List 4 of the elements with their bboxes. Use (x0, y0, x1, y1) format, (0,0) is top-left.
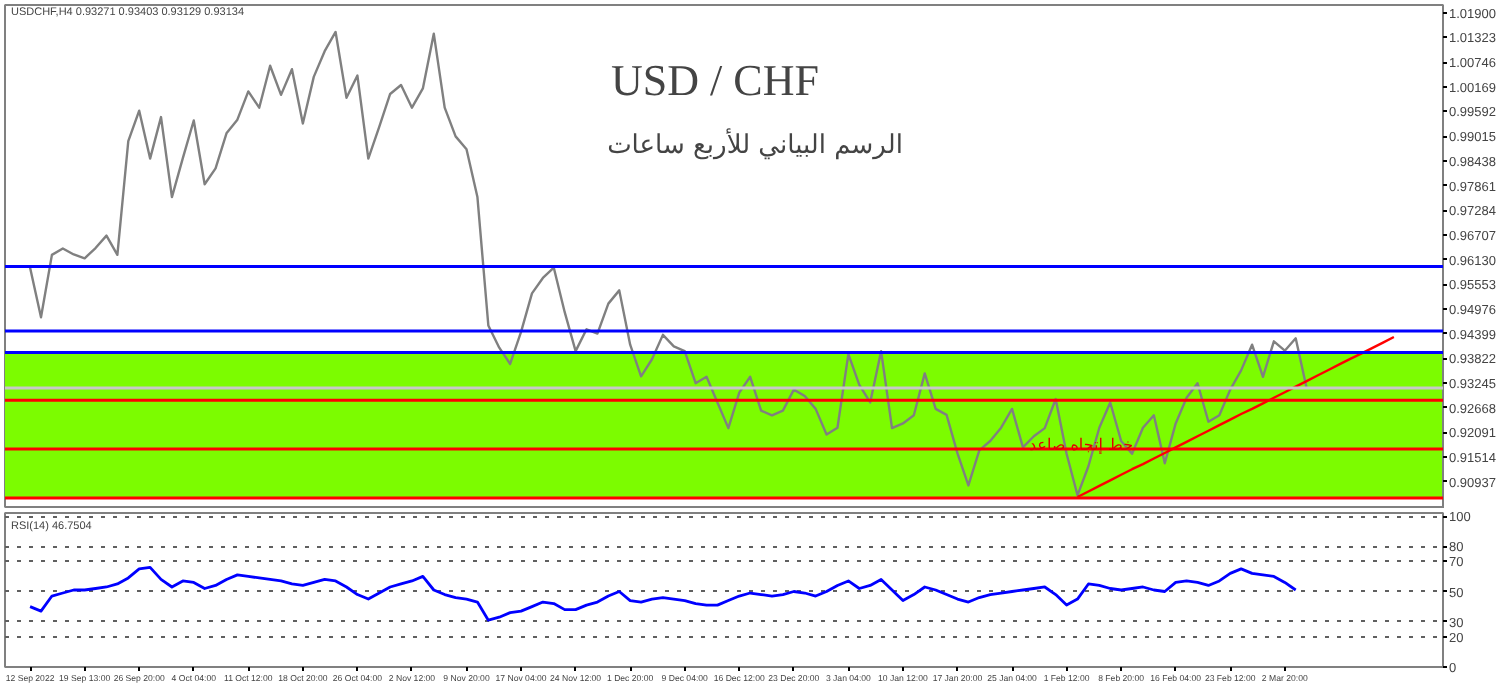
line-series (28, 30, 1308, 497)
line-series (28, 565, 1298, 622)
text: USD / CHF (611, 55, 819, 105)
text: الرسم البياني للأربع ساعات (607, 127, 903, 161)
